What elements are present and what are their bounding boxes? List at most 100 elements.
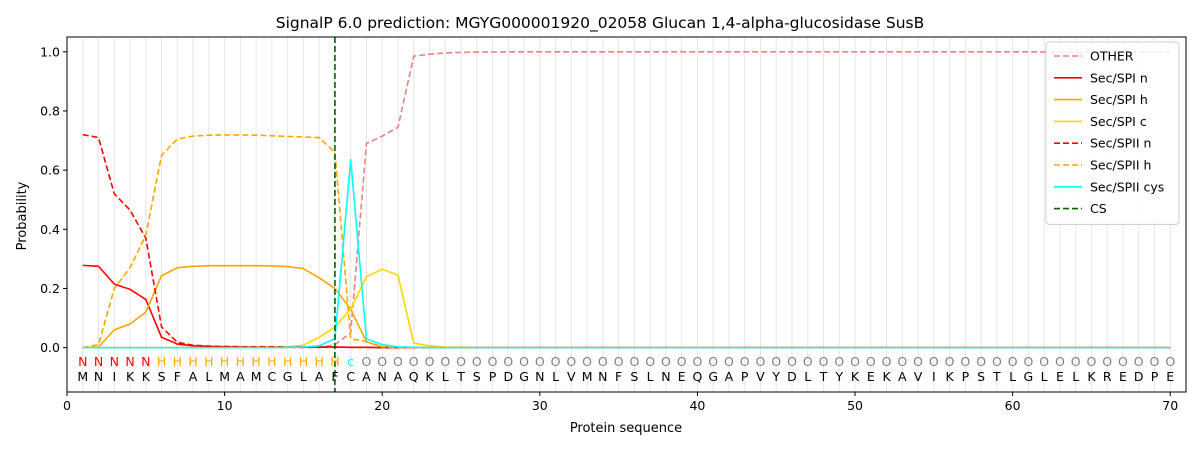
region-label: O bbox=[566, 354, 576, 369]
sequence-residue: G bbox=[519, 369, 529, 384]
sequence-residue: G bbox=[1024, 369, 1034, 384]
sequence-residue: L bbox=[1009, 369, 1016, 384]
legend-label: OTHER bbox=[1090, 49, 1134, 64]
sequence-residue: E bbox=[1056, 369, 1064, 384]
region-label: O bbox=[1071, 354, 1081, 369]
sequence-residue: K bbox=[882, 369, 891, 384]
sequence-residue: C bbox=[346, 369, 355, 384]
sequence-residue: K bbox=[851, 369, 860, 384]
sequence-residue: C bbox=[268, 369, 277, 384]
sequence-residue: N bbox=[378, 369, 387, 384]
plot-frame bbox=[66, 36, 1187, 393]
region-label: H bbox=[251, 354, 260, 369]
sequence-residue: M bbox=[219, 369, 230, 384]
region-label: O bbox=[661, 354, 671, 369]
sequence-residue: V bbox=[756, 369, 765, 384]
sequence-residue: P bbox=[489, 369, 497, 384]
region-label: H bbox=[204, 354, 213, 369]
legend-label: Sec/SPII cys bbox=[1090, 179, 1164, 194]
sequence-residue: T bbox=[992, 369, 1001, 384]
sequence-residue: L bbox=[647, 369, 654, 384]
region-label: O bbox=[1134, 354, 1144, 369]
region-label: O bbox=[819, 354, 829, 369]
sequence-residue: M bbox=[582, 369, 593, 384]
x-tick-label: 60 bbox=[1005, 398, 1021, 413]
region-label: O bbox=[787, 354, 797, 369]
sequence-residue: S bbox=[977, 369, 985, 384]
series-line-sec-spii-h bbox=[82, 134, 1171, 349]
region-label: O bbox=[913, 354, 923, 369]
sequence-residue: D bbox=[787, 369, 797, 384]
sequence-residue: A bbox=[394, 369, 403, 384]
sequence-residue: L bbox=[205, 369, 212, 384]
region-label: O bbox=[756, 354, 766, 369]
x-tick-label: 40 bbox=[689, 398, 705, 413]
sequence-residue: N bbox=[94, 369, 103, 384]
sequence-residue: N bbox=[535, 369, 544, 384]
region-label: H bbox=[188, 354, 197, 369]
region-label: O bbox=[708, 354, 718, 369]
region-label: O bbox=[1023, 354, 1033, 369]
series-line-other bbox=[82, 50, 1171, 349]
sequence-residue: A bbox=[362, 369, 371, 384]
series-line-sec-spi-c bbox=[82, 268, 1171, 349]
region-label: O bbox=[850, 354, 860, 369]
legend-label: Sec/SPII h bbox=[1090, 158, 1151, 173]
region-label: O bbox=[945, 354, 955, 369]
sequence-residue: A bbox=[725, 369, 734, 384]
region-label: O bbox=[929, 354, 939, 369]
region-label: O bbox=[362, 354, 372, 369]
region-label: O bbox=[724, 354, 734, 369]
x-tick-label: 70 bbox=[1162, 398, 1178, 413]
sequence-residue: K bbox=[142, 369, 151, 384]
region-label: O bbox=[693, 354, 703, 369]
region-label: O bbox=[1055, 354, 1065, 369]
region-label: O bbox=[598, 354, 608, 369]
region-label: H bbox=[299, 354, 308, 369]
region-label: O bbox=[456, 354, 466, 369]
sequence-residue: S bbox=[630, 369, 638, 384]
region-label: O bbox=[614, 354, 624, 369]
region-label: O bbox=[503, 354, 513, 369]
sequence-residue: L bbox=[552, 369, 559, 384]
region-label: O bbox=[740, 354, 750, 369]
axes: 0 10 20 30 40 50 60 70 0.0 0.2 0.4 0.6 0.8 1.0 bbox=[40, 44, 1178, 413]
region-label: O bbox=[960, 354, 970, 369]
region-label: N bbox=[125, 354, 134, 369]
sequence-residue: L bbox=[1072, 369, 1079, 384]
y-tick-label: 1.0 bbox=[40, 44, 60, 59]
sequence-residue: S bbox=[158, 369, 166, 384]
region-label: H bbox=[236, 354, 245, 369]
region-label: O bbox=[882, 354, 892, 369]
series-line-sec-spi-h bbox=[82, 264, 1171, 349]
sequence-residue: A bbox=[315, 369, 324, 384]
y-tick-label: 0.6 bbox=[40, 163, 60, 178]
region-label: O bbox=[472, 354, 482, 369]
region-label: O bbox=[1008, 354, 1018, 369]
legend-label: Sec/SPI h bbox=[1090, 92, 1148, 107]
region-label: O bbox=[629, 354, 639, 369]
region-label: H bbox=[283, 354, 292, 369]
plot-grid bbox=[82, 37, 1171, 392]
sequence-residue: F bbox=[331, 369, 338, 384]
sequence-residue: K bbox=[126, 369, 135, 384]
sequence-residue: R bbox=[1103, 369, 1112, 384]
sequence-residue: T bbox=[819, 369, 828, 384]
region-label: O bbox=[1150, 354, 1160, 369]
region-label: O bbox=[393, 354, 403, 369]
region-label: O bbox=[834, 354, 844, 369]
region-label: H bbox=[330, 354, 339, 369]
sequence-residue: D bbox=[503, 369, 513, 384]
region-label: O bbox=[519, 354, 529, 369]
sequence-residue: Y bbox=[771, 369, 780, 384]
sequence-residue: N bbox=[661, 369, 670, 384]
sequence-residue: E bbox=[1166, 369, 1174, 384]
sequence-residue: A bbox=[898, 369, 907, 384]
sequence-residue: K bbox=[945, 369, 954, 384]
sequence-residue: Y bbox=[834, 369, 843, 384]
x-tick-label: 10 bbox=[217, 398, 233, 413]
series-line-sec-spi-n bbox=[82, 264, 1171, 349]
sequence-residue: E bbox=[1119, 369, 1127, 384]
region-label: O bbox=[992, 354, 1002, 369]
